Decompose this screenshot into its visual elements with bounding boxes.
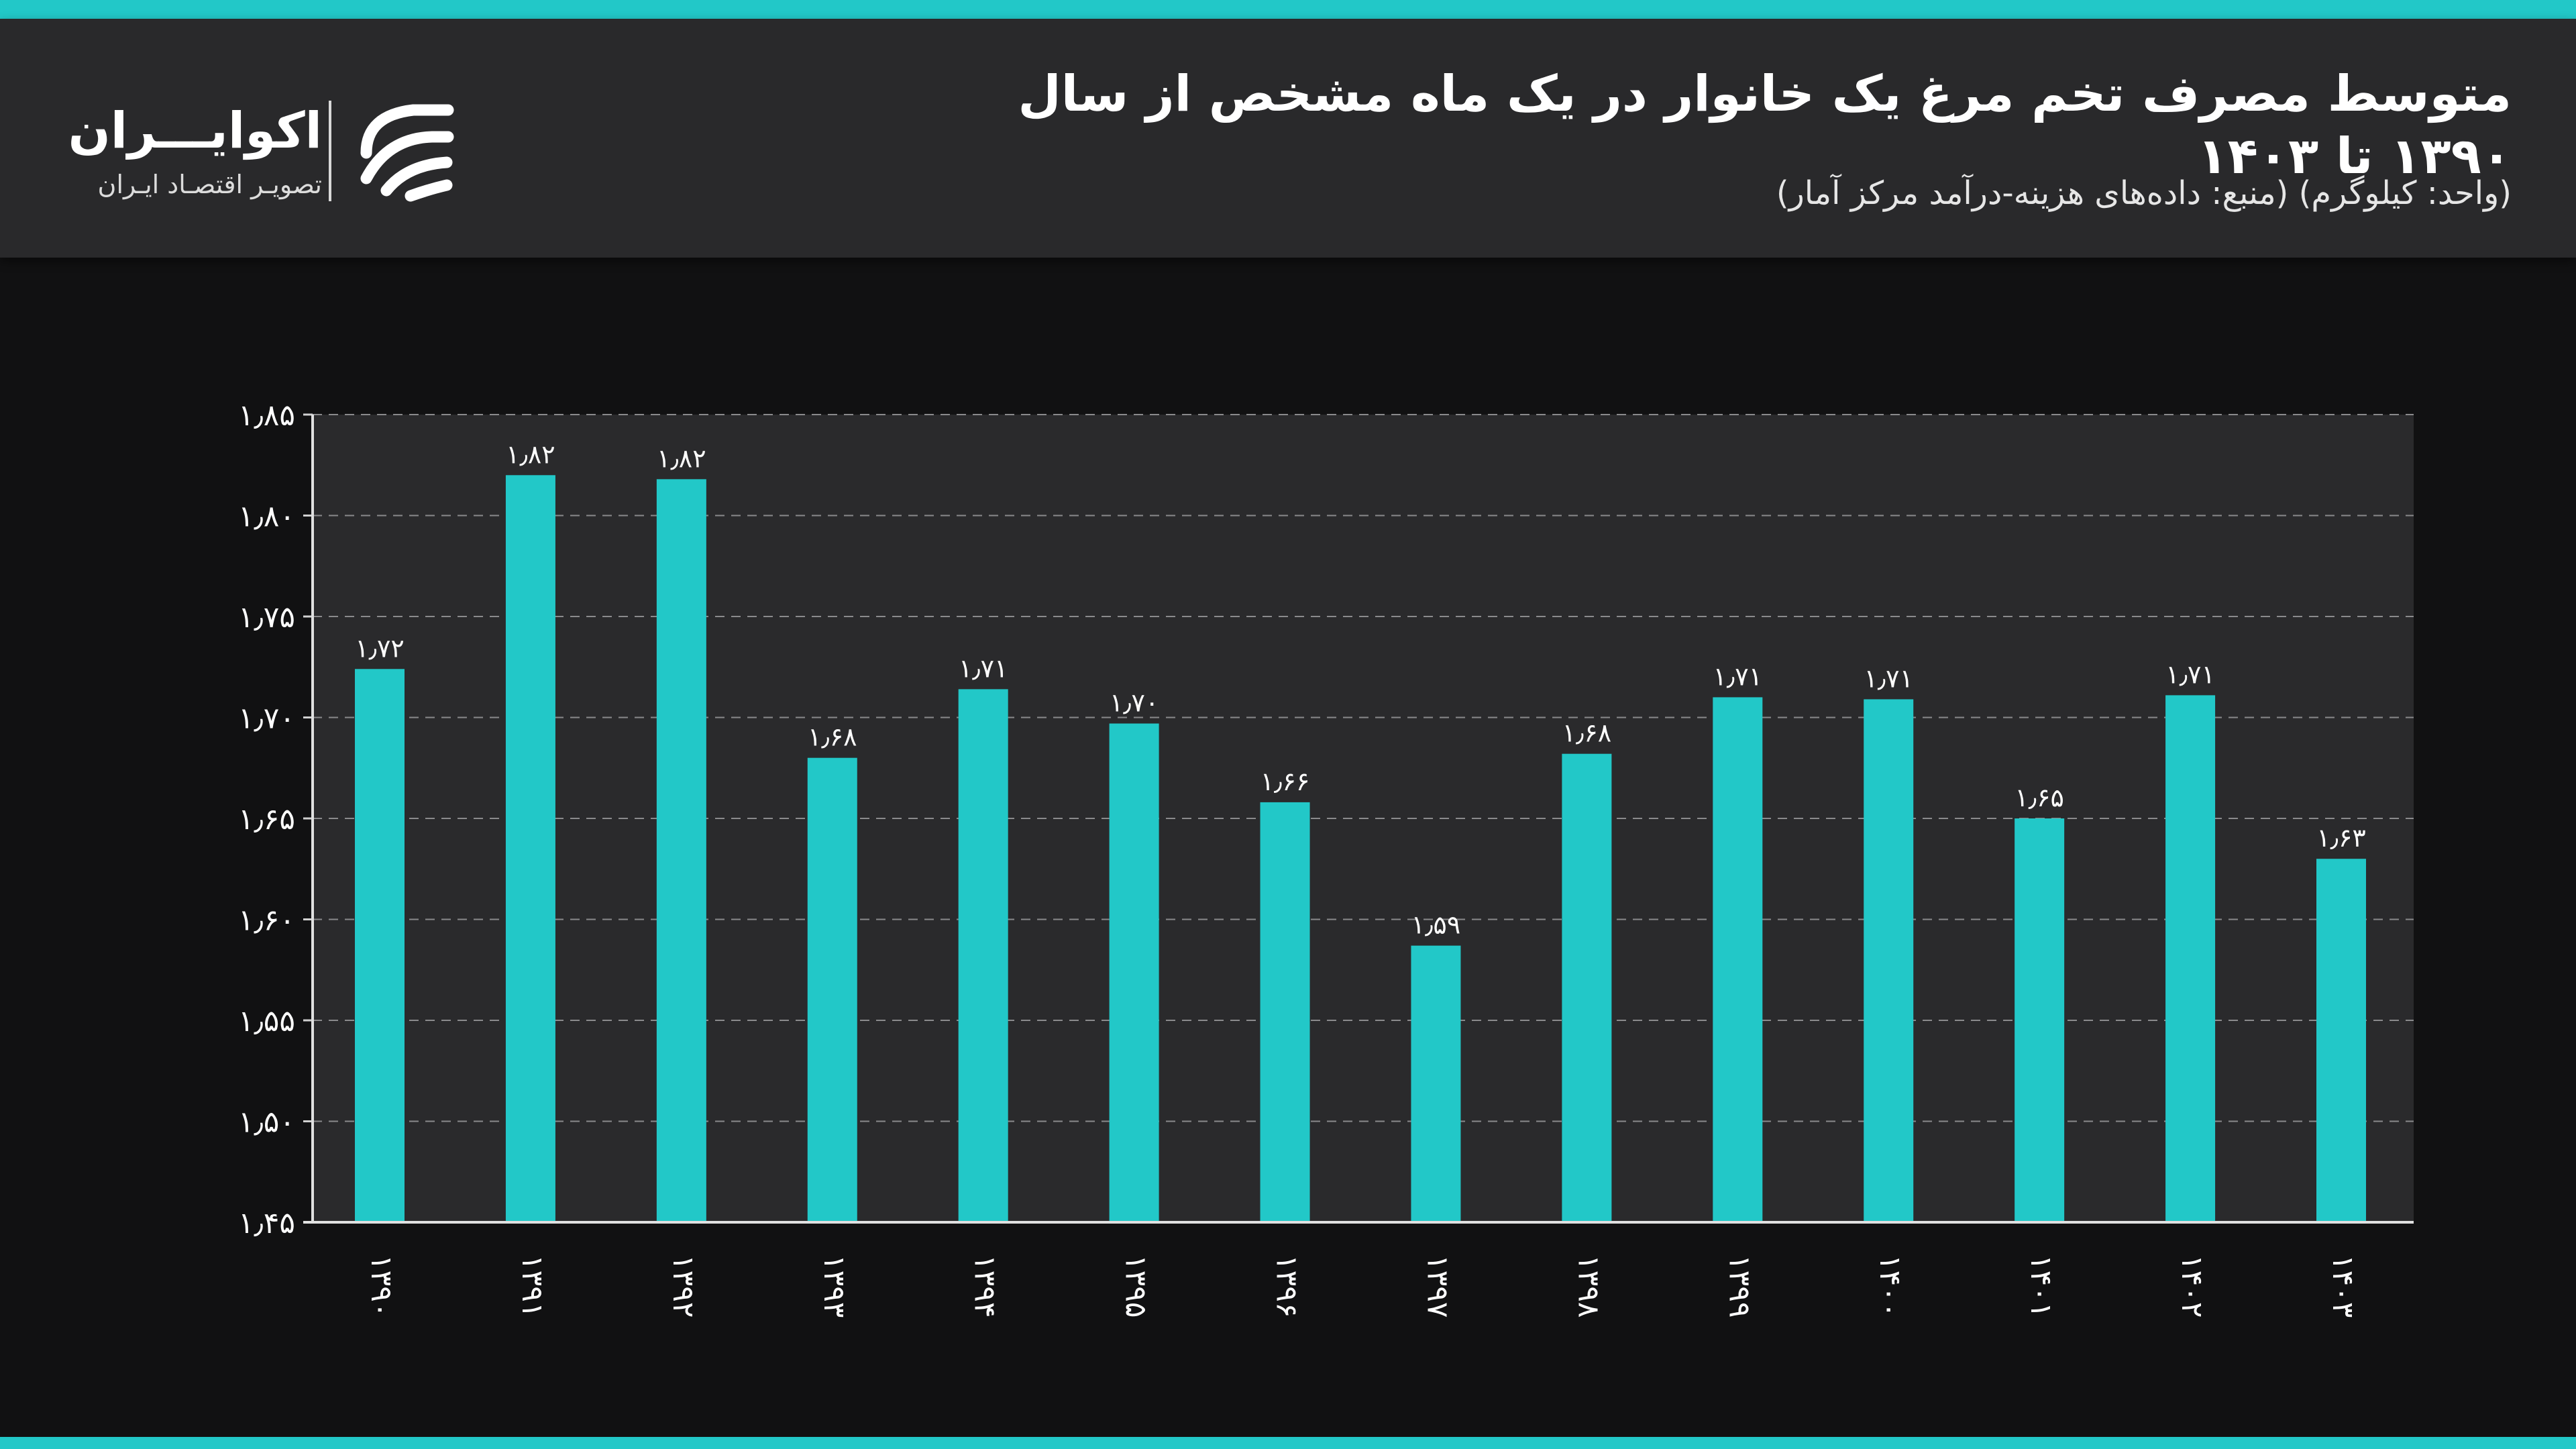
data-label: ۱٫۶۶ (1260, 767, 1310, 796)
bar (656, 479, 706, 1222)
bar (958, 689, 1008, 1222)
bar (2165, 695, 2216, 1222)
x-tick-label: ۱۳۹۱ (515, 1254, 549, 1318)
x-tick-label: ۱۴۰۱ (2024, 1254, 2058, 1318)
data-label: ۱٫۷۱ (959, 653, 1008, 683)
header-bar: متوسط مصرف تخم مرغ یک خانوار در یک ماه م… (0, 19, 2576, 258)
data-label: ۱٫۶۳ (2316, 823, 2366, 853)
y-tick-label: ۱٫۵۵ (238, 1004, 295, 1038)
bar (355, 669, 405, 1222)
y-tick-label: ۱٫۷۵ (238, 600, 295, 635)
bar (1713, 697, 1763, 1222)
data-label: ۱٫۸۲ (657, 443, 706, 473)
x-tick-label: ۱۴۰۳ (2326, 1254, 2360, 1318)
data-label: ۱٫۵۹ (1411, 910, 1461, 940)
bar (2316, 859, 2366, 1222)
y-tick-label: ۱٫۵۰ (238, 1106, 295, 1140)
x-tick-label: ۱۳۹۳ (817, 1254, 851, 1318)
x-tick-label: ۱۳۹۲ (666, 1254, 700, 1318)
bar (1411, 945, 1461, 1222)
chart-title: متوسط مصرف تخم مرغ یک خانوار در یک ماه م… (1018, 65, 2512, 185)
data-label: ۱٫۸۲ (506, 439, 555, 469)
bar (1260, 802, 1310, 1222)
logo-divider (329, 101, 331, 201)
x-tick-label: ۱۳۹۹ (1722, 1254, 1756, 1318)
x-tick-label: ۱۴۰۰ (1873, 1254, 1907, 1318)
bar (2015, 818, 2065, 1222)
data-label: ۱٫۷۲ (355, 633, 405, 663)
data-label: ۱٫۶۸ (808, 722, 857, 752)
y-tick-label: ۱٫۴۵ (238, 1206, 295, 1240)
bar (807, 757, 857, 1222)
y-tick-label: ۱٫۶۰ (238, 904, 295, 938)
data-label: ۱٫۷۱ (1864, 663, 1913, 693)
y-tick-label: ۱٫۸۵ (238, 398, 295, 433)
x-tick-label: ۱۴۰۲ (2175, 1254, 2209, 1318)
data-label: ۱٫۷۱ (2165, 659, 2215, 689)
top-accent-stripe (0, 0, 2576, 19)
x-tick-label: ۱۳۹۰ (364, 1254, 398, 1318)
chart-subtitle: (واحد: کیلوگرم) (منبع: داده‌های هزینه-در… (1776, 174, 2512, 212)
bar (1562, 753, 1612, 1222)
data-label: ۱٫۷۱ (1713, 661, 1763, 691)
bar (505, 475, 555, 1222)
ecoiran-logo-icon (360, 104, 454, 202)
bar-chart: ۱٫۴۵ ۱٫۵۰ ۱٫۵۵ ۱٫۶۰ ۱٫۶۵ ۱٫۷۰ ۱٫۷۵ ۱٫۸۰ ۱٫۸۵ ۱٫۷۲… (238, 398, 2414, 1318)
data-label: ۱٫۶۵ (2015, 783, 2064, 812)
brand-name: اکوایـــران (68, 102, 322, 160)
x-tick-label: ۱۳۹۴ (968, 1254, 1002, 1318)
brand-logo: اکوایـــران تصویـر اقتصـاد ایـران (68, 89, 463, 216)
y-tick-label: ۱٫۷۰ (238, 702, 295, 736)
bottom-accent-stripe (0, 1437, 2576, 1449)
x-tick-label: ۱۳۹۸ (1571, 1254, 1605, 1318)
data-label: ۱٫۷۰ (1110, 688, 1159, 718)
brand-tagline: تصویـر اقتصـاد ایـران (97, 170, 322, 199)
bar (1864, 699, 1914, 1222)
bar (1109, 723, 1159, 1222)
x-tick-label: ۱۳۹۵ (1119, 1254, 1153, 1318)
x-tick-label: ۱۳۹۷ (1420, 1254, 1454, 1318)
data-label: ۱٫۶۸ (1562, 718, 1612, 748)
x-tick-label: ۱۳۹۶ (1270, 1254, 1304, 1318)
y-tick-label: ۱٫۸۰ (238, 500, 295, 534)
y-tick-label: ۱٫۶۵ (238, 802, 295, 837)
